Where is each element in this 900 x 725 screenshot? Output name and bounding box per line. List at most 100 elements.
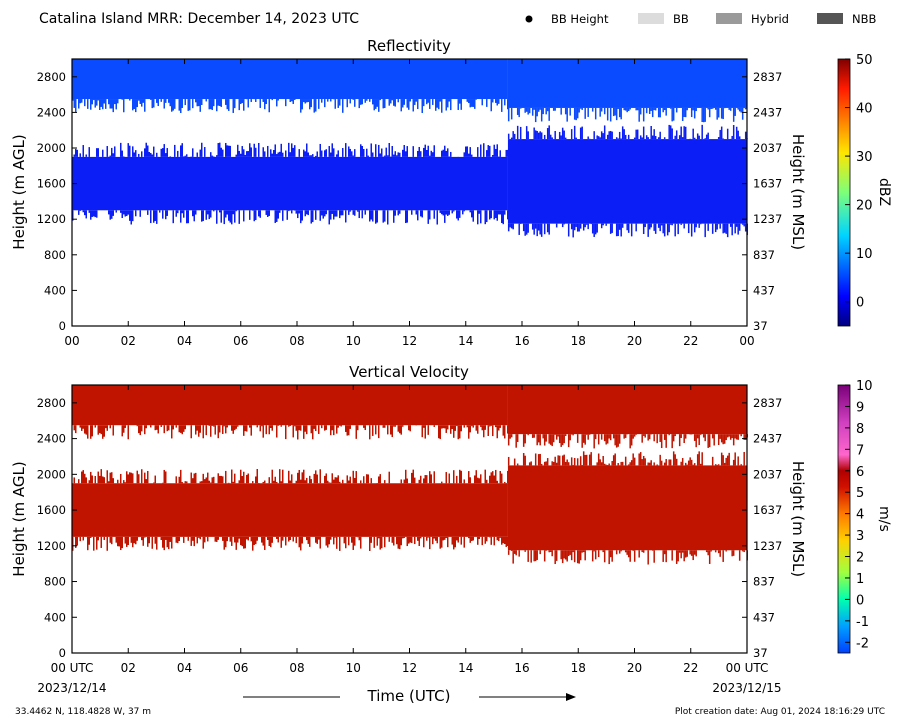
echo-fringe-bottom: [543, 550, 546, 562]
echo-fringe-bottom: [235, 425, 237, 429]
echo-fringe-bottom: [369, 536, 371, 551]
echo-fringe-bottom: [441, 536, 443, 548]
echo-fringe-bottom: [605, 223, 607, 226]
echo-fringe-bottom: [548, 107, 550, 121]
echo-fringe-top: [234, 473, 236, 484]
echo-fringe-top: [267, 145, 269, 157]
echo-fringe-top: [620, 138, 622, 140]
echo-fringe-bottom: [166, 425, 168, 432]
echo-fringe-top: [406, 478, 408, 484]
echo-fringe-bottom: [264, 99, 266, 110]
echo-fringe-bottom: [301, 536, 303, 544]
y-tick-label-right: 1237: [753, 539, 782, 553]
echo-layer-1: [507, 124, 748, 238]
echo-fringe-top: [648, 462, 651, 466]
velocity-echoes: [72, 385, 748, 565]
echo-fringe-bottom: [414, 99, 416, 105]
echo-fringe-bottom: [695, 107, 697, 112]
echo-fringe-bottom: [683, 223, 685, 229]
echo-fringe-top: [397, 152, 399, 157]
echo-fringe-bottom: [548, 223, 550, 235]
echo-fringe-top: [325, 149, 327, 157]
echo-fringe-bottom: [325, 425, 327, 430]
echo-fringe-bottom: [232, 99, 234, 113]
echo-fringe-top: [321, 150, 323, 157]
echo-fringe-bottom: [660, 223, 663, 226]
echo-fringe-bottom: [677, 223, 679, 235]
echo-fringe-bottom: [192, 536, 194, 541]
echo-fringe-bottom: [524, 434, 526, 444]
echo-fringe-bottom: [495, 210, 497, 218]
echo-fringe-top: [726, 455, 729, 466]
echo-fringe-bottom: [106, 425, 108, 431]
echo-fringe-bottom: [551, 550, 553, 557]
echo-fringe-bottom: [432, 536, 434, 545]
legend-bb: BB: [673, 12, 689, 26]
echo-fringe-top: [258, 142, 260, 157]
echo-fringe-bottom: [483, 425, 485, 438]
echo-fringe-bottom: [737, 223, 739, 235]
echo-fringe-bottom: [345, 210, 347, 223]
echo-fringe-top: [510, 137, 513, 140]
echo-fringe-top: [82, 470, 84, 484]
echo-fringe-top: [100, 469, 102, 484]
echo-fringe-bottom: [740, 107, 742, 113]
echo-fringe-bottom: [737, 434, 739, 440]
echo-fringe-top: [414, 477, 416, 484]
echo-fringe-bottom: [531, 434, 534, 438]
echo-fringe-bottom: [234, 210, 236, 223]
echo-fringe-top: [546, 128, 549, 140]
echo-fringe-bottom: [346, 99, 348, 108]
echo-fringe-bottom: [300, 99, 302, 113]
echo-fringe-top: [489, 475, 491, 484]
echo-fringe-bottom: [316, 536, 318, 544]
x-tick-label: 06: [233, 661, 248, 675]
echo-fringe-bottom: [525, 223, 528, 235]
echo-fringe-bottom: [519, 107, 522, 109]
echo-fringe-bottom: [394, 210, 396, 216]
echo-fringe-bottom: [665, 434, 667, 448]
echo-fringe-bottom: [642, 107, 645, 122]
echo-fringe-bottom: [711, 107, 714, 109]
echo-fringe-bottom: [376, 210, 378, 223]
echo-fringe-bottom: [668, 223, 670, 233]
echo-fringe-bottom: [614, 107, 616, 116]
echo-fringe-bottom: [438, 425, 440, 439]
echo-fringe-bottom: [454, 536, 456, 548]
echo-fringe-top: [693, 137, 696, 140]
echo-fringe-bottom: [663, 223, 666, 237]
echo-fringe-bottom: [486, 210, 488, 223]
echo-fringe-top: [399, 152, 401, 157]
echo-fringe-top: [295, 480, 297, 484]
echo-fringe-top: [681, 458, 684, 466]
echo-fringe-bottom: [225, 536, 227, 548]
echo-fringe-bottom: [588, 434, 591, 435]
echo-fringe-bottom: [564, 550, 567, 560]
echo-fringe-bottom: [409, 425, 411, 432]
echo-fringe-bottom: [219, 99, 221, 107]
echo-fringe-top: [204, 147, 206, 157]
echo-fringe-bottom: [543, 223, 546, 235]
echo-fringe-bottom: [388, 99, 390, 106]
echo-fringe-top: [262, 481, 264, 484]
echo-fringe-bottom: [400, 536, 402, 546]
echo-fringe-bottom: [340, 425, 342, 427]
echo-fringe-top: [495, 148, 497, 157]
echo-fringe-bottom: [524, 107, 526, 113]
echo-fringe-bottom: [399, 536, 401, 550]
echo-fringe-bottom: [501, 536, 503, 545]
echo-fringe-bottom: [522, 223, 525, 232]
echo-fringe-bottom: [542, 107, 544, 115]
echo-fringe-top: [280, 481, 282, 484]
echo-fringe-bottom: [232, 210, 234, 215]
echo-fringe-top: [487, 145, 489, 157]
echo-fringe-bottom: [96, 536, 98, 550]
echo-fringe-bottom: [507, 425, 509, 434]
echo-fringe-bottom: [135, 210, 137, 217]
echo-fringe-bottom: [402, 536, 404, 539]
echo-fringe-top: [331, 473, 333, 484]
echo-fringe-top: [554, 456, 556, 466]
echo-fringe-bottom: [121, 536, 123, 549]
echo-fringe-bottom: [659, 223, 661, 232]
echo-fringe-bottom: [477, 536, 479, 545]
